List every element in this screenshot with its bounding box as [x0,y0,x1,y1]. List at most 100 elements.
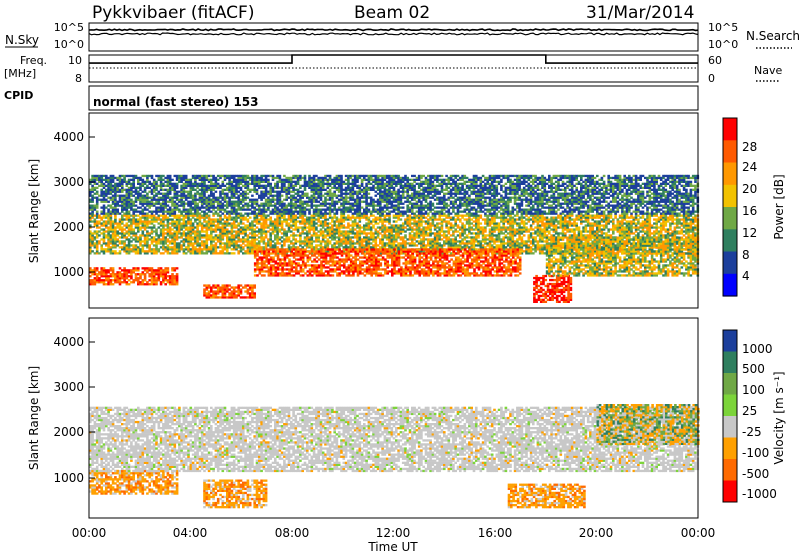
data-cell [226,248,229,251]
data-cell [552,220,556,223]
data-cell [150,252,154,255]
data-cell [488,242,492,245]
data-cell [162,226,165,229]
data-cell [360,246,364,249]
data-cell [194,236,197,239]
data-cell [312,240,316,243]
data-cell [180,234,183,237]
data-cell [114,214,117,217]
data-cell [443,220,446,223]
data-cell [228,224,231,227]
data-cell [198,222,202,225]
data-cell [283,218,286,221]
data-cell [602,248,606,251]
data-cell [541,232,544,235]
data-cell [212,236,215,239]
data-cell [166,271,170,274]
data-cell [321,220,325,223]
data-cell [260,252,264,255]
data-cell [664,216,668,219]
data-cell [253,236,256,239]
data-cell [164,279,167,282]
data-cell [118,275,122,278]
data-cell [475,240,478,243]
data-cell [148,283,151,286]
data-cell [614,238,617,241]
data-cell [168,234,172,237]
data-cell [682,218,686,221]
data-cell [356,242,359,245]
data-cell [468,236,471,239]
data-cell [146,240,149,243]
data-cell [198,236,202,239]
data-cell [125,277,129,280]
data-cell [520,242,524,245]
data-cell [315,218,318,221]
data-cell [299,220,302,223]
data-cell [570,218,574,221]
data-cell [623,248,626,251]
data-cell [596,226,599,229]
data-cell [125,283,129,286]
data-cell [299,258,303,261]
data-cell [164,246,167,249]
data-cell [522,250,526,253]
data-cell [320,268,323,271]
data-cell [538,244,542,247]
data-cell [235,230,238,233]
data-cell [109,222,113,225]
data-cell [584,230,588,233]
data-cell [495,236,499,239]
data-cell [221,284,225,287]
data-cell [171,283,174,286]
data-cell [285,230,288,233]
data-cell [141,232,145,235]
data-cell [219,220,222,223]
data-cell [182,222,186,225]
data-cell [137,224,140,227]
data-cell [132,279,135,282]
data-cell [288,274,291,277]
data-cell [253,296,256,299]
data-cell [89,250,92,253]
data-cell [340,272,344,275]
data-cell [276,250,280,253]
data-cell [178,228,181,231]
data-cell [328,230,332,233]
data-cell [226,242,229,245]
data-cell [493,240,496,243]
data-cell [219,216,222,219]
data-cell [392,244,396,247]
data-cell [313,252,316,255]
data-cell [130,224,133,227]
data-cell [511,242,515,245]
data-cell [465,218,469,221]
data-cell [564,232,567,235]
data-cell [596,234,599,237]
data-cell [285,262,289,265]
data-cell [502,240,505,243]
data-cell [246,238,250,241]
data-cell [377,264,380,267]
data-cell [680,232,684,235]
data-cell [180,226,183,229]
data-cell [673,226,677,229]
data-cell [584,234,588,237]
data-cell [157,226,161,229]
data-cell [173,248,177,251]
data-cell [148,216,151,219]
data-cell [93,224,97,227]
data-cell [392,238,396,241]
data-cell [304,262,307,265]
data-cell [353,236,357,239]
data-cell [525,230,528,233]
data-cell [664,218,668,221]
data-cell [529,236,533,239]
data-cell [134,236,138,239]
data-cell [388,244,391,247]
data-cell [127,242,131,245]
data-cell [370,264,373,267]
data-cell [317,214,320,217]
data-cell [518,216,521,219]
data-cell [356,268,360,271]
